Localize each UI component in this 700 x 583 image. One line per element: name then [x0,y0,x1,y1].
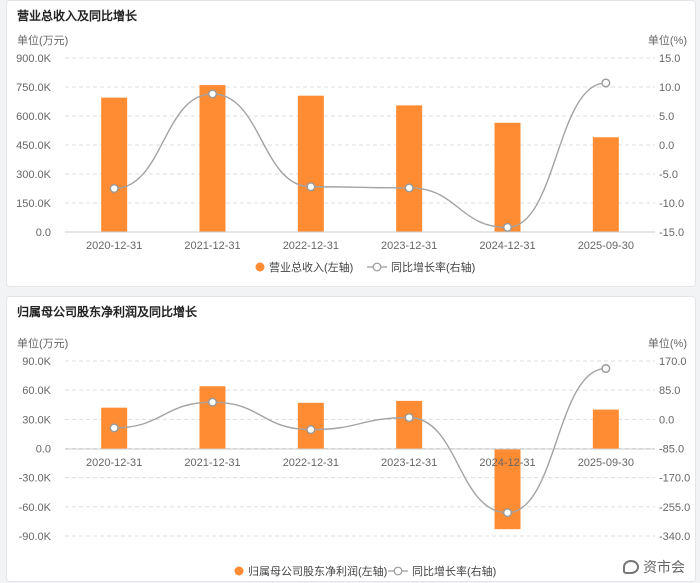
revenue-chart-panel: 营业总收入及同比增长 单位(万元) 单位(%) 900.0K 15.0 750.0K 10… [6,0,696,287]
net-profit-chart: 单位(万元) 单位(%) 90.0K 170.0 60.0K 85.0 30.0K 0.0 0.… [17,336,690,578]
growth-rate-point [503,222,513,232]
growth-rate-point [404,183,414,193]
legend-bar-swatch [255,262,265,272]
left-tick-label: 90.0K [22,356,51,368]
right-tick-label: 0.0 [659,414,674,426]
bar [592,137,619,232]
bar [396,400,423,449]
chart-title: 营业总收入及同比增长 [17,9,138,23]
left-axis-unit: 单位(万元) [17,33,68,47]
growth-rate-point [306,182,316,192]
left-tick-label: 450.0K [16,140,52,152]
right-tick-label: -255.0 [659,502,690,514]
revenue-chart: 单位(万元) 单位(%) 900.0K 15.0 750.0K 10.0 600.0K 5.0… [16,33,687,274]
left-tick-label: 0.0 [36,444,51,456]
right-tick-label: -15.0 [659,227,684,239]
left-tick-label: 300.0K [16,169,52,181]
right-tick-label: -170.0 [659,473,690,485]
x-tick-label: 2024-12-31 [479,457,535,469]
growth-rate-point [109,183,119,193]
left-tick-label: -60.0K [19,502,52,514]
right-tick-label: 170.0 [659,356,687,368]
right-tick-label: -340.0 [659,531,690,543]
growth-rate-point [306,425,316,435]
growth-rate-point [207,89,217,99]
left-tick-label: 0.0 [36,227,51,239]
right-tick-label: 10.0 [659,82,680,94]
right-axis-unit: 单位(%) [648,336,687,350]
legend-bar-label: 营业总收入(左轴) [269,260,353,274]
bar [494,122,521,232]
bar [199,386,226,449]
x-tick-label: 2020-12-31 [86,240,142,252]
growth-rate-point [109,423,119,433]
x-tick-label: 2020-12-31 [86,457,142,469]
growth-rate-line [114,82,606,229]
right-tick-label: -85.0 [659,444,684,456]
legend-line-label: 同比增长率(右轴) [391,260,475,274]
left-tick-label: 30.0K [22,414,51,426]
growth-rate-point [601,78,611,88]
bar [592,409,619,449]
bar [199,85,226,232]
left-tick-label: 150.0K [16,198,52,210]
legend-bar-swatch [234,566,244,576]
legend-line-marker [393,566,403,576]
chart-title: 归属母公司股东净利润及同比增长 [17,305,198,319]
right-tick-label: 15.0 [659,53,680,65]
left-axis-unit: 单位(万元) [17,336,68,350]
right-tick-label: 0.0 [659,140,674,152]
x-tick-label: 2022-12-31 [283,240,339,252]
left-tick-label: -90.0K [19,531,52,543]
left-tick-label: 600.0K [16,111,52,123]
left-tick-label: -30.0K [19,473,52,485]
watermark: 资市会 [623,557,685,577]
right-tick-label: 5.0 [659,111,674,123]
x-tick-label: 2025-09-30 [578,457,634,469]
right-tick-label: -10.0 [659,198,684,210]
x-tick-label: 2022-12-31 [283,457,339,469]
net-profit-chart-panel: 归属母公司股东净利润及同比增长 单位(万元) 单位(%) 90.0K 170.0 60.… [6,296,696,582]
legend-bar-label: 归属母公司股东净利润(左轴) [248,564,387,578]
left-tick-label: 750.0K [16,82,52,94]
right-tick-label: 85.0 [659,385,680,397]
left-tick-label: 60.0K [22,385,51,397]
left-tick-label: 900.0K [16,53,52,65]
x-tick-label: 2021-12-31 [184,240,240,252]
x-tick-label: 2025-09-30 [578,240,634,252]
legend-line-marker [372,262,382,272]
right-axis-unit: 单位(%) [648,33,687,47]
x-tick-label: 2023-12-31 [381,457,437,469]
bar [101,97,128,232]
growth-rate-point [503,508,513,518]
growth-rate-point [601,364,611,374]
weibo-icon [623,560,639,574]
right-tick-label: -5.0 [659,169,678,181]
x-tick-label: 2023-12-31 [381,240,437,252]
bar [396,105,423,232]
growth-rate-point [207,397,217,407]
bar [297,95,324,232]
legend-line-label: 同比增长率(右轴) [412,564,496,578]
watermark-text: 资市会 [643,559,685,575]
growth-rate-point [404,413,414,423]
x-tick-label: 2021-12-31 [184,457,240,469]
growth-rate-line [114,367,606,514]
x-tick-label: 2024-12-31 [479,240,535,252]
